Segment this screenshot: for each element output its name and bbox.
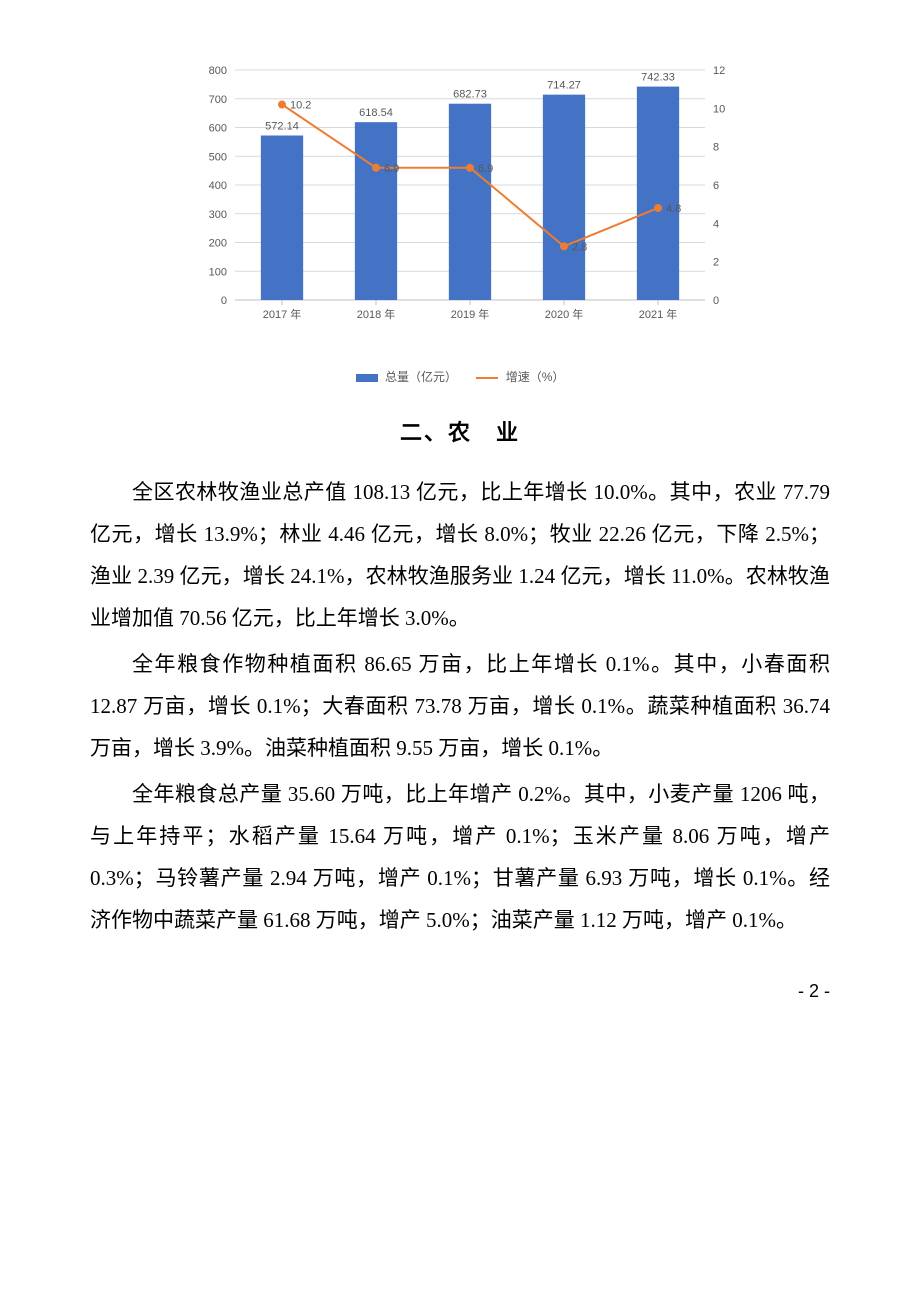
svg-text:10: 10 — [713, 103, 725, 115]
svg-text:6.9: 6.9 — [384, 163, 399, 175]
legend-bar-swatch — [356, 374, 378, 382]
svg-text:2017 年: 2017 年 — [263, 307, 302, 321]
svg-text:714.27: 714.27 — [547, 80, 581, 92]
svg-text:2: 2 — [713, 257, 719, 269]
svg-text:700: 700 — [209, 94, 227, 106]
svg-text:0: 0 — [713, 295, 719, 307]
legend-line-label: 增速（%） — [506, 370, 565, 384]
svg-text:6: 6 — [713, 180, 719, 192]
section-heading: 二、农 业 — [90, 415, 830, 447]
svg-text:800: 800 — [209, 65, 227, 77]
svg-text:742.33: 742.33 — [641, 72, 675, 84]
chart-container: 0 100 200 300 400 500 600 700 800 0 2 4 6 8 10 12 572.14… — [175, 50, 745, 385]
svg-text:618.54: 618.54 — [359, 107, 393, 119]
svg-text:682.73: 682.73 — [453, 89, 487, 101]
paragraph-3: 全年粮食总产量 35.60 万吨，比上年增产 0.2%。其中，小麦产量 1206… — [90, 773, 830, 941]
svg-text:8: 8 — [713, 142, 719, 154]
svg-text:4: 4 — [713, 218, 719, 230]
svg-text:12: 12 — [713, 65, 725, 77]
paragraph-2: 全年粮食作物种植面积 86.65 万亩，比上年增长 0.1%。其中，小春面积 1… — [90, 643, 830, 769]
svg-text:10.2: 10.2 — [290, 100, 311, 112]
svg-text:2020 年: 2020 年 — [545, 307, 584, 321]
svg-text:400: 400 — [209, 180, 227, 192]
svg-text:6.9: 6.9 — [478, 163, 493, 175]
svg-text:2019 年: 2019 年 — [451, 307, 490, 321]
svg-text:0: 0 — [221, 295, 227, 307]
document-page: 0 100 200 300 400 500 600 700 800 0 2 4 6 8 10 12 572.14… — [0, 0, 920, 1042]
combo-chart: 0 100 200 300 400 500 600 700 800 0 2 4 6 8 10 12 572.14… — [175, 50, 745, 360]
svg-text:2021 年: 2021 年 — [639, 307, 678, 321]
svg-text:600: 600 — [209, 123, 227, 135]
svg-text:2.8: 2.8 — [572, 241, 587, 253]
svg-text:100: 100 — [209, 266, 227, 278]
svg-text:4.8: 4.8 — [666, 203, 681, 215]
legend-line: 增速（%） — [476, 368, 564, 385]
paragraph-1: 全区农林牧渔业总产值 108.13 亿元，比上年增长 10.0%。其中，农业 7… — [90, 471, 830, 639]
svg-text:500: 500 — [209, 151, 227, 163]
legend-bar-label: 总量（亿元） — [385, 370, 457, 384]
svg-text:300: 300 — [209, 209, 227, 221]
legend-line-swatch — [476, 377, 498, 379]
legend-bar: 总量（亿元） — [356, 368, 457, 385]
page-number: - 2 - — [90, 981, 830, 1002]
svg-text:2018 年: 2018 年 — [357, 307, 396, 321]
svg-text:572.14: 572.14 — [265, 121, 299, 133]
svg-text:200: 200 — [209, 238, 227, 250]
chart-legend: 总量（亿元） 增速（%） — [175, 368, 745, 385]
